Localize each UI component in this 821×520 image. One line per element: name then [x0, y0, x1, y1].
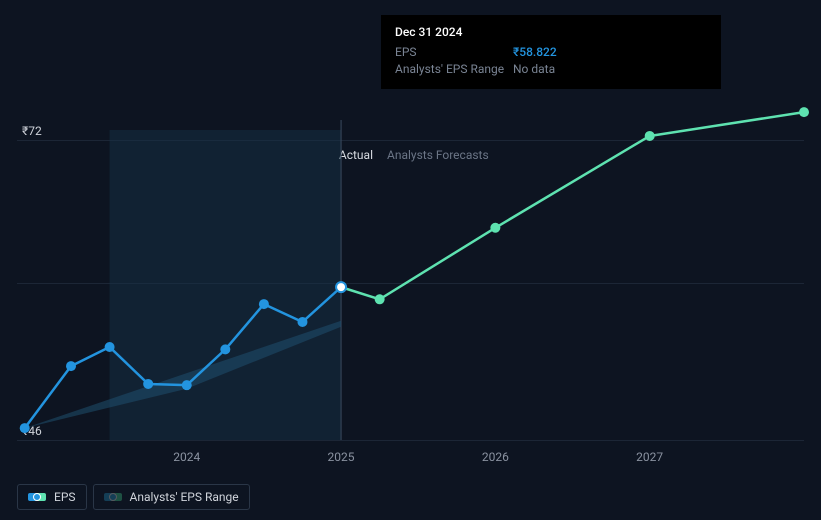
- legend-swatch-icon: [28, 493, 46, 501]
- legend-label: Analysts' EPS Range: [130, 490, 239, 504]
- tooltip-value: ₹58.822: [513, 45, 557, 59]
- legend-item-range[interactable]: Analysts' EPS Range: [93, 484, 250, 510]
- legend-swatch-icon: [104, 493, 122, 501]
- tooltip-row-range: Analysts' EPS Range No data: [395, 62, 707, 76]
- legend-label: EPS: [54, 490, 76, 504]
- tooltip-value: No data: [513, 62, 555, 76]
- chart-legend: EPS Analysts' EPS Range: [17, 484, 250, 510]
- tooltip-label: EPS: [395, 45, 513, 59]
- chart-tooltip: Dec 31 2024 EPS ₹58.822 Analysts' EPS Ra…: [381, 15, 721, 89]
- tooltip-row-eps: EPS ₹58.822: [395, 45, 707, 59]
- legend-item-eps[interactable]: EPS: [17, 484, 87, 510]
- tooltip-date: Dec 31 2024: [395, 25, 707, 39]
- tooltip-label: Analysts' EPS Range: [395, 62, 513, 76]
